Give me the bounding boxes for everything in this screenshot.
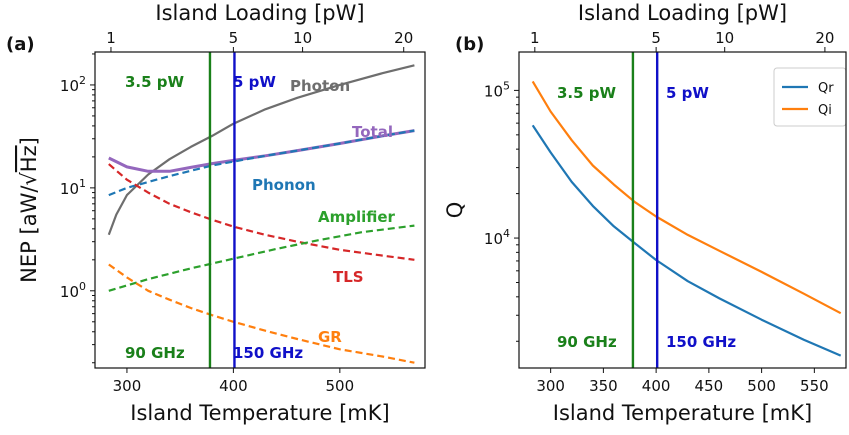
top-x-tick-label: 20 bbox=[394, 29, 413, 47]
top-x-tick-label: 1 bbox=[106, 29, 116, 47]
vertical-marker-bottom-label: 90 GHz bbox=[557, 333, 617, 351]
x-axis-title: Island Temperature [mK] bbox=[130, 401, 389, 425]
x-tick-label: 300 bbox=[536, 377, 565, 395]
vertical-marker-top-label: 3.5 pW bbox=[557, 84, 617, 102]
y-tick-exponent: 5 bbox=[503, 79, 510, 92]
plot-frame bbox=[518, 51, 847, 369]
top-x-axis-title: Island Loading [pW] bbox=[155, 1, 364, 25]
sqrt-sign: √ bbox=[17, 172, 41, 186]
y-tick-label: 100 bbox=[60, 280, 86, 301]
x-tick-label: 550 bbox=[800, 377, 829, 395]
top-x-tick-label: 5 bbox=[651, 29, 661, 47]
y-tick-label: 104 bbox=[484, 227, 510, 248]
y-tick-label: 105 bbox=[484, 79, 510, 100]
series-label-total: Total bbox=[352, 123, 393, 141]
vertical-marker-bottom-label: 90 GHz bbox=[125, 344, 185, 362]
y-tick-base: 10 bbox=[60, 283, 79, 301]
y-axis-title: Q bbox=[443, 202, 467, 219]
y-tick-base: 10 bbox=[484, 82, 503, 100]
plot-area bbox=[107, 52, 415, 368]
y-tick-base: 10 bbox=[484, 230, 503, 248]
x-tick-label: 500 bbox=[326, 377, 355, 395]
y-axis-title: NEP [aW/√Hz] bbox=[17, 137, 41, 283]
top-x-axis-title: Island Loading [pW] bbox=[578, 1, 787, 25]
y-tick-base: 10 bbox=[60, 180, 79, 198]
panel-b-q-chart: (b) 300 350 400 450 500 550 Island Temperature … bbox=[443, 1, 847, 425]
x-tick-label: 350 bbox=[589, 377, 618, 395]
series-line-gr bbox=[108, 263, 415, 364]
series-line-qi bbox=[531, 80, 842, 315]
x-tick-label: 400 bbox=[642, 377, 671, 395]
top-x-tick-label: 5 bbox=[229, 29, 239, 47]
series-label-gr: GR bbox=[318, 328, 342, 346]
series-line-amplifier bbox=[108, 224, 415, 292]
plot-frame bbox=[94, 51, 426, 369]
legend: Qr Qi bbox=[773, 67, 847, 127]
series-line-phonon bbox=[108, 129, 415, 197]
vertical-marker-top-label: 5 pW bbox=[666, 84, 709, 102]
y-axis-title-prefix: NEP [aW/ bbox=[17, 185, 41, 283]
y-tick-label: 101 bbox=[60, 177, 86, 198]
plot-area bbox=[531, 52, 842, 368]
series-label-tls: TLS bbox=[333, 268, 364, 286]
y-tick-exponent: 1 bbox=[79, 177, 86, 190]
x-axis-title: Island Temperature [mK] bbox=[553, 401, 812, 425]
top-x-tick-label: 20 bbox=[815, 29, 834, 47]
legend-label-qi: Qi bbox=[818, 103, 832, 118]
y-tick-exponent: 2 bbox=[79, 74, 86, 87]
series-line-qr bbox=[531, 124, 842, 357]
series-line-tls bbox=[108, 163, 415, 261]
series-label-photon: Photon bbox=[290, 77, 350, 95]
y-axis-title-text: Q bbox=[443, 202, 467, 219]
legend-box bbox=[773, 67, 847, 127]
vertical-marker-bottom-label: 150 GHz bbox=[233, 344, 303, 362]
panel-label: (b) bbox=[455, 34, 484, 55]
y-axis-title-suffix: ] bbox=[17, 137, 41, 145]
y-tick-base: 10 bbox=[60, 77, 79, 95]
top-x-tick-label: 1 bbox=[530, 29, 540, 47]
y-axis-title-root: Hz bbox=[17, 145, 41, 172]
top-x-tick-label: 10 bbox=[715, 29, 734, 47]
legend-label-qr: Qr bbox=[818, 81, 834, 96]
top-x-tick-label: 10 bbox=[293, 29, 312, 47]
series-label-amplifier: Amplifier bbox=[318, 208, 396, 226]
series-line-photon bbox=[107, 64, 415, 236]
x-tick-label: 300 bbox=[113, 377, 142, 395]
x-tick-label: 450 bbox=[695, 377, 724, 395]
x-tick-label: 400 bbox=[219, 377, 248, 395]
vertical-marker-top-label: 5 pW bbox=[233, 73, 276, 91]
vertical-marker-bottom-label: 150 GHz bbox=[666, 333, 736, 351]
vertical-marker-top-label: 3.5 pW bbox=[125, 73, 185, 91]
series-label-phonon: Phonon bbox=[252, 176, 316, 194]
y-tick-exponent: 4 bbox=[503, 227, 510, 240]
y-tick-label: 102 bbox=[60, 74, 86, 95]
panel-label: (a) bbox=[6, 34, 35, 55]
y-tick-exponent: 0 bbox=[79, 280, 86, 293]
x-tick-label: 500 bbox=[747, 377, 776, 395]
